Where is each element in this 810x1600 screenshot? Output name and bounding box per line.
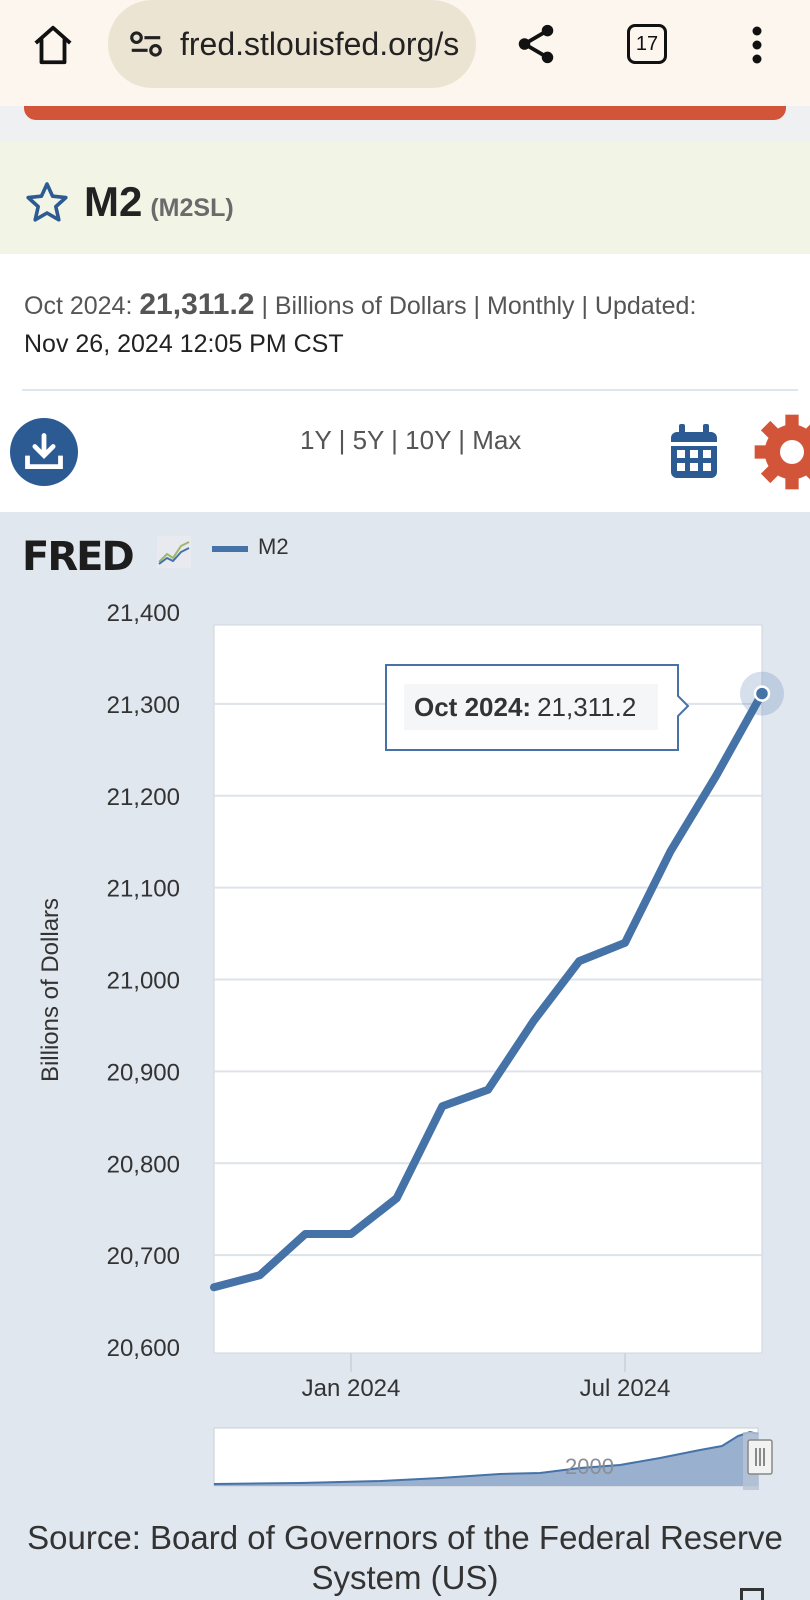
tooltip-value: 21,311.2 xyxy=(537,692,636,722)
settings-gear-icon[interactable] xyxy=(752,414,810,490)
x-tick-label: Jul 2024 xyxy=(580,1375,671,1402)
divider xyxy=(22,389,798,391)
series-name: M2 xyxy=(84,178,143,225)
range-10y[interactable]: 10Y xyxy=(405,425,451,455)
y-axis-ticks: 21,400 21,300 21,200 21,100 21,000 20,900 20,8… xyxy=(107,600,180,1362)
home-icon[interactable] xyxy=(26,18,80,72)
legend-label: M2 xyxy=(258,534,289,559)
x-tick-label: Jan 2024 xyxy=(302,1375,401,1402)
download-icon xyxy=(25,433,63,470)
y-tick-label: 21,000 xyxy=(107,968,180,995)
x-axis-ticks: Jan 2024 Jul 2024 xyxy=(302,1353,671,1402)
navigator-year-label: 2000 xyxy=(565,1454,614,1479)
y-tick-label: 20,600 xyxy=(107,1335,180,1362)
page-title: M2 (M2SL) xyxy=(84,178,234,226)
series-title-band xyxy=(0,142,810,254)
y-tick-label: 21,100 xyxy=(107,876,180,903)
series-id: (M2SL) xyxy=(150,194,234,222)
range-separator: | xyxy=(338,425,346,455)
svg-text:Oct 2024:21,311.2: Oct 2024: 21,311.2 xyxy=(414,692,636,722)
download-button[interactable] xyxy=(10,418,78,486)
tooltip: Oct 2024: 21,311.2 xyxy=(385,664,690,751)
source-caption: Source: Board of Governors of the Federa… xyxy=(27,1519,783,1596)
page-top-strip xyxy=(0,106,810,142)
series-details: | Billions of Dollars | Monthly | Update… xyxy=(261,292,697,320)
more-options-icon[interactable] xyxy=(740,20,774,70)
plot-area xyxy=(213,624,763,1354)
share-icon[interactable] xyxy=(510,18,562,70)
orange-banner-edge xyxy=(24,106,786,120)
y-tick-label: 20,900 xyxy=(107,1059,180,1086)
navigator[interactable]: 2000 xyxy=(213,1427,773,1490)
y-tick-label: 20,700 xyxy=(107,1243,180,1270)
range-separator: | xyxy=(391,425,398,455)
grid-lines xyxy=(214,702,762,1257)
observation-value: 21,311.2 xyxy=(139,288,255,321)
fred-logo: FRED xyxy=(22,534,135,580)
series-points xyxy=(740,671,784,716)
observation-line: Oct 2024: 21,311.2 | Billions of Dollars… xyxy=(24,288,696,322)
navigator-handle xyxy=(747,1439,773,1475)
updated-timestamp: Nov 26, 2024 12:05 PM CST xyxy=(24,330,344,358)
range-max[interactable]: Max xyxy=(472,425,522,455)
range-5y[interactable]: 5Y xyxy=(352,425,384,455)
y-tick-label: 20,800 xyxy=(107,1151,180,1178)
y-tick-label: 21,300 xyxy=(107,692,180,719)
highlight-halo xyxy=(740,671,784,716)
y-tick-label: 21,200 xyxy=(107,784,180,811)
url-text: fred.stlouisfed.org/s xyxy=(180,25,460,62)
y-axis-label: Billions of Dollars xyxy=(37,898,64,1082)
y-tick-label: 21,400 xyxy=(107,600,180,627)
calendar-icon[interactable] xyxy=(668,424,720,480)
series-line-m2 xyxy=(210,689,766,1292)
range-separator: | xyxy=(458,425,465,455)
fred-chart-logo-icon xyxy=(157,536,191,568)
observation-date: Oct 2024: xyxy=(24,292,133,320)
tab-count: 17 xyxy=(635,32,659,55)
highlight-point xyxy=(753,685,771,702)
range-1y[interactable]: 1Y xyxy=(300,425,332,455)
browser-toolbar: fred.stlouisfed.org/s 17 xyxy=(0,0,810,106)
address-bar[interactable]: fred.stlouisfed.org/s xyxy=(108,0,476,88)
tab-switcher-button[interactable]: 17 xyxy=(627,24,667,64)
tooltip-label: Oct 2024: xyxy=(414,692,531,722)
legend-swatch xyxy=(212,546,248,552)
date-range-selector: 1Y | 5Y | 10Y | Max xyxy=(300,425,521,456)
star-icon[interactable] xyxy=(22,178,72,228)
fullscreen-icon[interactable] xyxy=(740,1588,764,1600)
site-settings-icon[interactable] xyxy=(126,24,166,64)
